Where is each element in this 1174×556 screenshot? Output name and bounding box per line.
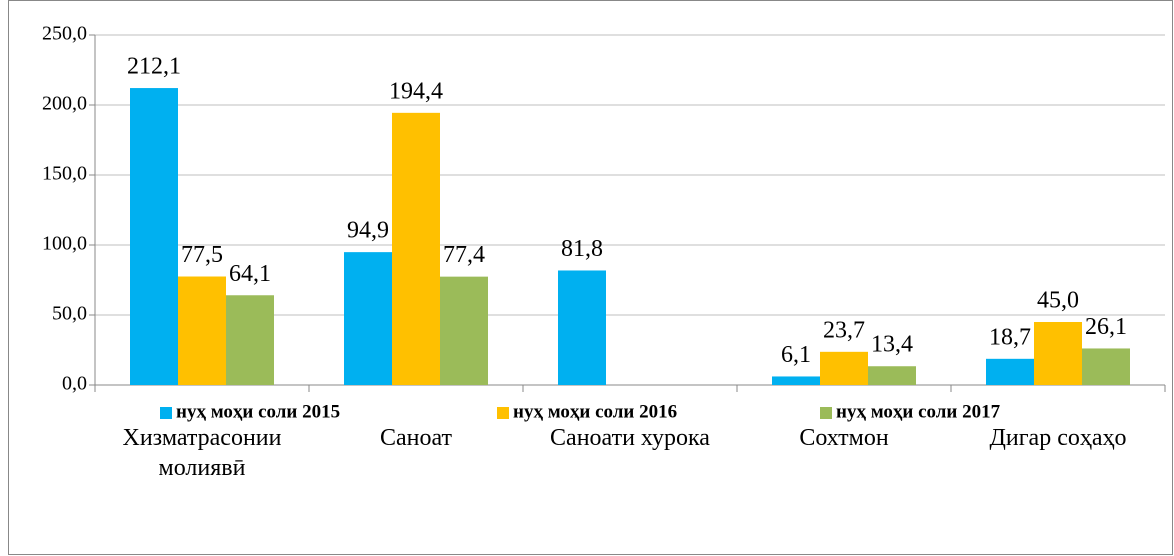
value-label: 64,1	[229, 261, 271, 287]
value-label: 77,5	[181, 242, 223, 268]
bar	[1034, 322, 1082, 385]
value-label: 212,1	[127, 54, 181, 80]
value-label: 94,9	[347, 218, 389, 244]
value-label: 194,4	[389, 78, 443, 104]
x-tick-label: Хизматрасонии молиявӣ	[122, 425, 282, 481]
x-tick-label: Сохтмон	[799, 425, 889, 451]
y-tick-label: 200,0	[42, 93, 87, 115]
value-label: 13,4	[871, 332, 913, 358]
legend-swatch	[160, 407, 172, 419]
bar	[178, 276, 226, 385]
y-tick-label: 100,0	[42, 233, 87, 255]
bar	[344, 252, 392, 385]
value-label: 23,7	[823, 317, 865, 343]
bar	[558, 270, 606, 385]
bar	[226, 295, 274, 385]
y-tick-label: 150,0	[42, 163, 87, 185]
bar	[440, 276, 488, 385]
x-tick-label: Дигар соҳаҳо	[989, 425, 1127, 451]
bar	[1082, 348, 1130, 385]
value-label: 81,8	[561, 236, 603, 262]
bar	[130, 88, 178, 385]
bar	[772, 376, 820, 385]
value-label: 77,4	[443, 242, 485, 268]
legend-label: нуҳ моҳи соли 2015	[176, 401, 340, 422]
y-tick-label: 0,0	[62, 373, 87, 395]
bar	[820, 351, 868, 385]
bar	[868, 366, 916, 385]
legend-label: нуҳ моҳи соли 2017	[836, 401, 1001, 422]
legend-swatch	[497, 407, 509, 419]
y-tick-label: 250,0	[42, 23, 87, 45]
x-tick-label: Саноат	[379, 425, 453, 451]
legend-label: нуҳ моҳи соли 2016	[513, 401, 677, 422]
value-label: 6,1	[781, 342, 811, 368]
y-tick-label: 50,0	[52, 303, 87, 325]
bar	[392, 112, 440, 385]
value-label: 18,7	[989, 324, 1031, 350]
x-tick-label: Саноати хурока	[550, 425, 710, 451]
legend-swatch	[820, 407, 832, 419]
value-label: 45,0	[1037, 288, 1079, 314]
bar	[986, 358, 1034, 385]
value-label: 26,1	[1085, 314, 1127, 340]
